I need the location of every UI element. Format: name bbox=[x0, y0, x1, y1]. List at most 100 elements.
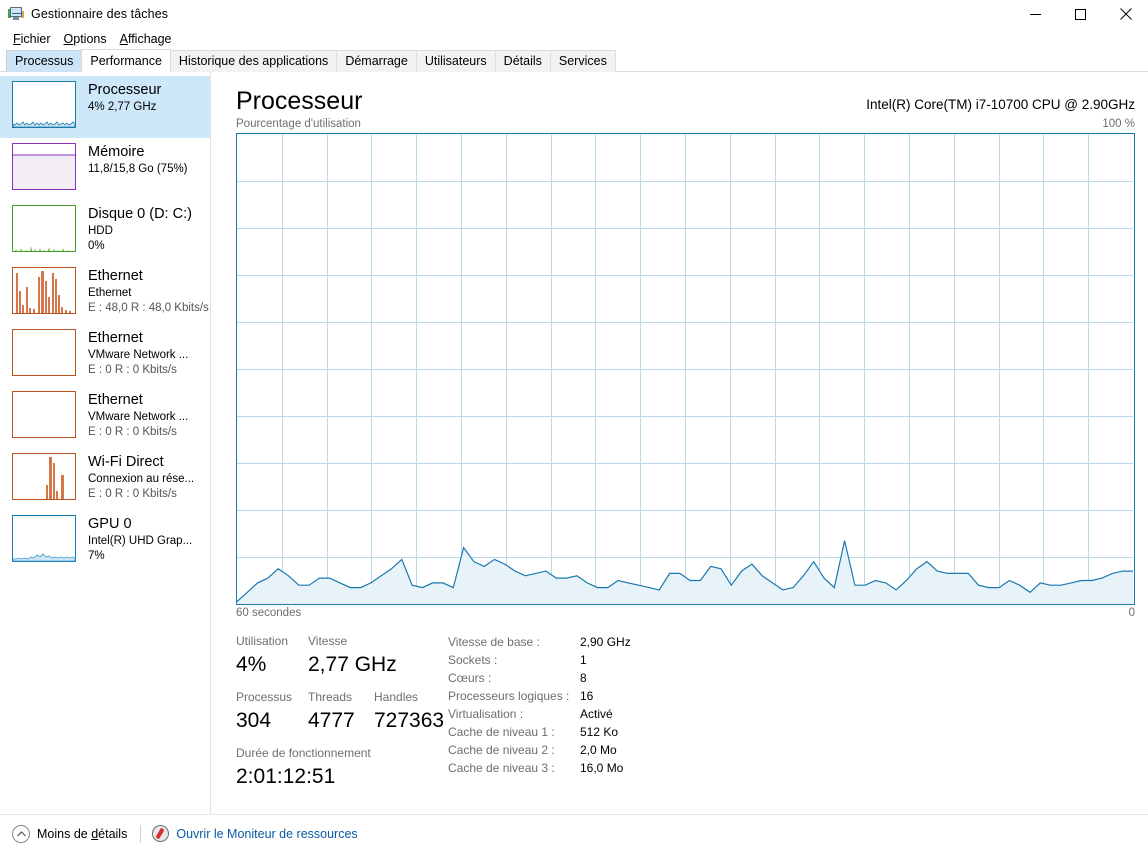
kv-sockets-value: 1 bbox=[580, 653, 587, 667]
stat-utilisation-label: Utilisation bbox=[236, 634, 289, 648]
stat-uptime-label: Durée de fonctionnement bbox=[236, 746, 371, 760]
sidebar-item-ethernet-1-texts: Ethernet Ethernet E : 48,0 R : 48,0 Kbit… bbox=[88, 267, 209, 316]
stats-spacer-2 bbox=[236, 736, 448, 745]
status-bar: Moins de détails Ouvrir le Moniteur de r… bbox=[0, 814, 1148, 852]
kv-cache-l2-key: Cache de niveau 2 : bbox=[448, 743, 555, 757]
sidebar-item-ethernet-vmware-2-title: Ethernet bbox=[88, 392, 143, 408]
status-separator bbox=[140, 824, 142, 843]
stat-threads-value: 4777 bbox=[308, 709, 355, 732]
window-title: Gestionnaire des tâches bbox=[31, 7, 169, 21]
resource-monitor-icon bbox=[152, 825, 170, 842]
disk-thumbnail-graph bbox=[12, 205, 76, 252]
sidebar-item-ethernet-vmware-1[interactable]: Ethernet VMware Network ... E : 0 R : 0 … bbox=[0, 324, 210, 386]
less-details-label: Moins de détails bbox=[37, 826, 128, 841]
kv-cache-l1-value: 512 Ko bbox=[580, 725, 619, 739]
task-manager-icon bbox=[8, 6, 24, 22]
sidebar-item-disk-0[interactable]: Disque 0 (D: C:) HDD 0% bbox=[0, 200, 210, 262]
sidebar-item-cpu-texts: Processeur 4% 2,77 GHz bbox=[88, 81, 161, 115]
stat-processus: Processus 304 bbox=[236, 689, 308, 736]
cpu-thumbnail-graph bbox=[12, 81, 76, 128]
graph-bottom-axis: 60 secondes 0 bbox=[211, 605, 1148, 619]
stat-handles-value: 727363 bbox=[374, 709, 445, 732]
sidebar-item-ethernet-vmware-2[interactable]: Ethernet VMware Network ... E : 0 R : 0 … bbox=[0, 386, 210, 448]
sidebar-item-gpu-0-sub2: 7% bbox=[88, 550, 105, 562]
tab-strip: Processus Performance Historique des app… bbox=[0, 49, 1148, 72]
page-title: Processeur bbox=[236, 87, 363, 115]
stat-processus-label: Processus bbox=[236, 690, 293, 704]
menu-options[interactable]: Options bbox=[63, 31, 107, 46]
open-resource-monitor-label: Ouvrir le Moniteur de ressources bbox=[176, 826, 358, 841]
kv-cache-l3-key: Cache de niveau 3 : bbox=[448, 761, 555, 775]
kv-virtualisation-key: Virtualisation : bbox=[448, 707, 524, 721]
sidebar-item-memory[interactable]: Mémoire 11,8/15,8 Go (75%) bbox=[0, 138, 210, 200]
menu-affichage[interactable]: Affichage bbox=[119, 31, 172, 46]
sidebar-item-disk-0-title: Disque 0 (D: C:) bbox=[88, 206, 192, 222]
sidebar-item-cpu-title: Processeur bbox=[88, 82, 162, 98]
tab-historique-applications[interactable]: Historique des applications bbox=[169, 50, 338, 72]
resource-list[interactable]: Processeur 4% 2,77 GHz Mémoire 11,8/15,8… bbox=[0, 72, 211, 814]
sidebar-item-wifi-direct[interactable]: Wi-Fi Direct Connexion au rése... E : 0 … bbox=[0, 448, 210, 510]
stat-threads-label: Threads bbox=[308, 690, 353, 704]
sidebar-item-ethernet-1[interactable]: Ethernet Ethernet E : 48,0 R : 48,0 Kbit… bbox=[0, 262, 210, 324]
sidebar-item-ethernet-vmware-1-title: Ethernet bbox=[88, 330, 143, 346]
performance-header: Processeur Intel(R) Core(TM) i7-10700 CP… bbox=[211, 72, 1148, 116]
graph-x-right-label: 0 bbox=[1128, 607, 1135, 619]
kv-vitesse-de-base-key: Vitesse de base : bbox=[448, 635, 540, 649]
sidebar-item-cpu[interactable]: Processeur 4% 2,77 GHz bbox=[0, 76, 210, 138]
tab-services[interactable]: Services bbox=[549, 50, 616, 72]
kv-sockets-key: Sockets : bbox=[448, 653, 498, 667]
sidebar-item-ethernet-1-sub2: E : 48,0 R : 48,0 Kbits/s bbox=[88, 302, 209, 314]
stat-handles-label: Handles bbox=[374, 690, 419, 704]
graph-y-max-label: 100 % bbox=[1102, 118, 1135, 130]
sidebar-item-ethernet-1-title: Ethernet bbox=[88, 268, 143, 284]
sidebar-item-ethernet-vmware-2-sub1: VMware Network ... bbox=[88, 411, 189, 423]
graph-x-left-label: 60 secondes bbox=[236, 607, 302, 619]
sidebar-item-ethernet-vmware-1-texts: Ethernet VMware Network ... E : 0 R : 0 … bbox=[88, 329, 188, 378]
sidebar-item-memory-title: Mémoire bbox=[88, 144, 145, 160]
tab-demarrage[interactable]: Démarrage bbox=[336, 50, 417, 72]
menu-affichage-rest: ffichage bbox=[127, 31, 172, 46]
sidebar-item-memory-sub1: 11,8/15,8 Go (75%) bbox=[88, 163, 188, 175]
menu-fichier-rest: ichier bbox=[20, 31, 51, 46]
sidebar-item-cpu-sub1: 4% 2,77 GHz bbox=[88, 101, 157, 113]
sidebar-item-disk-0-sub2: 0% bbox=[88, 240, 105, 252]
tab-processus[interactable]: Processus bbox=[6, 50, 83, 72]
tab-details[interactable]: Détails bbox=[494, 50, 551, 72]
kv-processeurs-logiques: Processeurs logiques : 16 bbox=[448, 687, 1148, 705]
kv-sockets: Sockets : 1 bbox=[448, 651, 1148, 669]
cpu-chart-svg bbox=[237, 134, 1133, 604]
stats-row-proc-threads-handles: Processus 304 Threads 4777 Handles 72736… bbox=[236, 689, 448, 736]
open-resource-monitor-link[interactable]: Ouvrir le Moniteur de ressources bbox=[152, 825, 358, 842]
maximize-button[interactable] bbox=[1058, 0, 1103, 28]
stat-vitesse-label: Vitesse bbox=[308, 634, 348, 648]
kv-virtualisation-value: Activé bbox=[580, 707, 613, 721]
wifi-direct-thumbnail-graph bbox=[12, 453, 76, 500]
sidebar-item-wifi-direct-sub1: Connexion au rése... bbox=[88, 473, 195, 485]
kv-vitesse-de-base-value: 2,90 GHz bbox=[580, 635, 631, 649]
graph-top-axis: Pourcentage d'utilisation 100 % bbox=[211, 116, 1148, 130]
sidebar-item-gpu-0-texts: GPU 0 Intel(R) UHD Grap... 7% bbox=[88, 515, 192, 564]
stats-spacer-1 bbox=[236, 680, 448, 689]
kv-processeurs-logiques-value: 16 bbox=[580, 689, 594, 703]
minimize-button[interactable] bbox=[1013, 0, 1058, 28]
tab-performance[interactable]: Performance bbox=[81, 49, 171, 72]
graph-caption: Pourcentage d'utilisation bbox=[236, 118, 361, 130]
menu-fichier[interactable]: Fichier bbox=[13, 31, 51, 46]
kv-coeurs: Cœurs : 8 bbox=[448, 669, 1148, 687]
ethernet-vmware-1-thumbnail-graph bbox=[12, 329, 76, 376]
cpu-utilization-graph[interactable] bbox=[236, 133, 1135, 605]
content-area: Processeur 4% 2,77 GHz Mémoire 11,8/15,8… bbox=[0, 72, 1148, 814]
sidebar-item-ethernet-vmware-2-sub2: E : 0 R : 0 Kbits/s bbox=[88, 426, 177, 438]
close-button[interactable] bbox=[1103, 0, 1148, 28]
sidebar-item-ethernet-vmware-1-sub1: VMware Network ... bbox=[88, 349, 189, 361]
stat-handles: Handles 727363 bbox=[374, 689, 444, 736]
sidebar-item-memory-texts: Mémoire 11,8/15,8 Go (75%) bbox=[88, 143, 188, 177]
cpu-stats-right: Vitesse de base : 2,90 GHz Sockets : 1 C… bbox=[448, 633, 1148, 792]
tab-utilisateurs[interactable]: Utilisateurs bbox=[415, 50, 496, 72]
performance-detail-panel: Processeur Intel(R) Core(TM) i7-10700 CP… bbox=[211, 72, 1148, 814]
sidebar-item-gpu-0-sub1: Intel(R) UHD Grap... bbox=[88, 535, 193, 547]
sidebar-item-gpu-0[interactable]: GPU 0 Intel(R) UHD Grap... 7% bbox=[0, 510, 210, 572]
less-details-button[interactable]: Moins de détails bbox=[12, 824, 128, 843]
stat-uptime: Durée de fonctionnement 2:01:12:51 bbox=[236, 745, 448, 792]
sidebar-item-wifi-direct-sub2: E : 0 R : 0 Kbits/s bbox=[88, 488, 177, 500]
